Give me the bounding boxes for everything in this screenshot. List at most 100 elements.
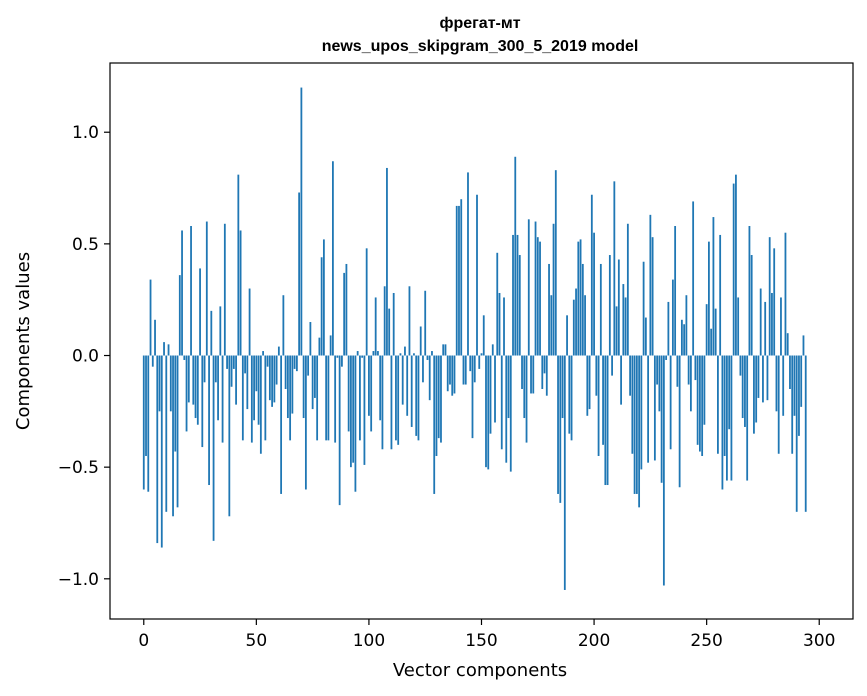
bar xyxy=(259,355,262,454)
bar xyxy=(181,230,183,356)
bar xyxy=(217,355,219,421)
bar xyxy=(273,355,276,403)
bar xyxy=(791,355,794,454)
bar xyxy=(473,355,476,383)
bar xyxy=(302,355,305,419)
bar xyxy=(689,355,692,412)
bar xyxy=(327,355,330,441)
bar xyxy=(199,268,201,356)
bar xyxy=(613,181,616,356)
bar xyxy=(435,355,438,456)
bar xyxy=(390,355,393,450)
bar xyxy=(142,355,145,490)
bar xyxy=(777,355,780,454)
bar xyxy=(192,355,195,405)
bar xyxy=(748,226,751,356)
bar xyxy=(257,355,260,425)
bar xyxy=(336,355,339,358)
bar xyxy=(660,355,663,483)
bars-group xyxy=(142,87,807,590)
bar xyxy=(741,355,744,419)
bar xyxy=(151,355,154,367)
bar xyxy=(593,232,595,356)
bar xyxy=(635,355,638,494)
bar xyxy=(642,261,645,356)
bar xyxy=(608,255,611,356)
bar xyxy=(374,297,377,356)
bar xyxy=(280,355,283,494)
bar xyxy=(480,353,483,356)
bar xyxy=(764,301,767,356)
bar xyxy=(559,355,562,503)
bar xyxy=(395,355,397,441)
bar xyxy=(561,355,564,419)
chart-title-line-2: news_upos_skipgram_300_5_2019 model xyxy=(322,38,639,55)
bar xyxy=(160,355,163,548)
bar xyxy=(739,355,742,376)
bar xyxy=(311,355,314,410)
bar xyxy=(350,355,352,468)
bar xyxy=(332,161,334,356)
bar xyxy=(552,223,555,356)
y-axis-ticks: −1.0 −0.5 0.0 0.5 1.0 xyxy=(58,123,110,590)
bar xyxy=(768,237,771,356)
bar xyxy=(208,355,210,486)
bar xyxy=(329,335,332,356)
bar xyxy=(419,326,422,356)
bar xyxy=(644,317,647,356)
bar xyxy=(521,355,523,389)
bar xyxy=(408,286,411,356)
bar xyxy=(194,355,197,419)
bar xyxy=(440,355,442,443)
bar xyxy=(539,241,541,356)
bar xyxy=(478,355,481,369)
bar xyxy=(460,199,463,356)
bar xyxy=(334,355,337,443)
bar xyxy=(248,288,251,356)
bar xyxy=(622,284,625,356)
bar xyxy=(464,355,467,385)
bar xyxy=(275,355,278,385)
bar xyxy=(176,355,179,508)
bar xyxy=(557,355,559,494)
bar xyxy=(800,355,803,407)
bar xyxy=(523,355,526,419)
bar xyxy=(726,355,728,481)
bar xyxy=(485,355,487,468)
bar xyxy=(753,355,755,434)
x-tick-label: 200 xyxy=(578,631,610,651)
bar xyxy=(255,355,258,392)
bar xyxy=(586,355,589,416)
bar xyxy=(737,297,740,356)
bar xyxy=(309,322,312,356)
bar xyxy=(431,351,433,356)
bar xyxy=(365,248,368,356)
x-tick-label: 300 xyxy=(803,631,835,651)
bar xyxy=(341,355,343,367)
bar xyxy=(455,205,458,356)
bar xyxy=(381,355,384,450)
bar xyxy=(500,355,503,450)
bar xyxy=(534,221,537,356)
bar xyxy=(210,310,213,356)
bar xyxy=(755,355,758,423)
bar xyxy=(762,355,764,403)
bar xyxy=(282,295,285,356)
bar xyxy=(575,288,577,356)
x-tick-label: 100 xyxy=(353,631,385,651)
bar xyxy=(566,315,568,356)
bar xyxy=(676,355,679,387)
bar xyxy=(304,355,307,490)
bar xyxy=(167,344,170,356)
bar xyxy=(203,355,206,383)
bar xyxy=(399,353,402,356)
bar xyxy=(244,355,246,374)
bar xyxy=(728,355,731,430)
bar xyxy=(674,226,677,356)
bar xyxy=(185,355,188,432)
bar xyxy=(392,292,395,356)
bar xyxy=(172,355,174,517)
bar xyxy=(228,355,231,517)
bar xyxy=(631,355,634,454)
